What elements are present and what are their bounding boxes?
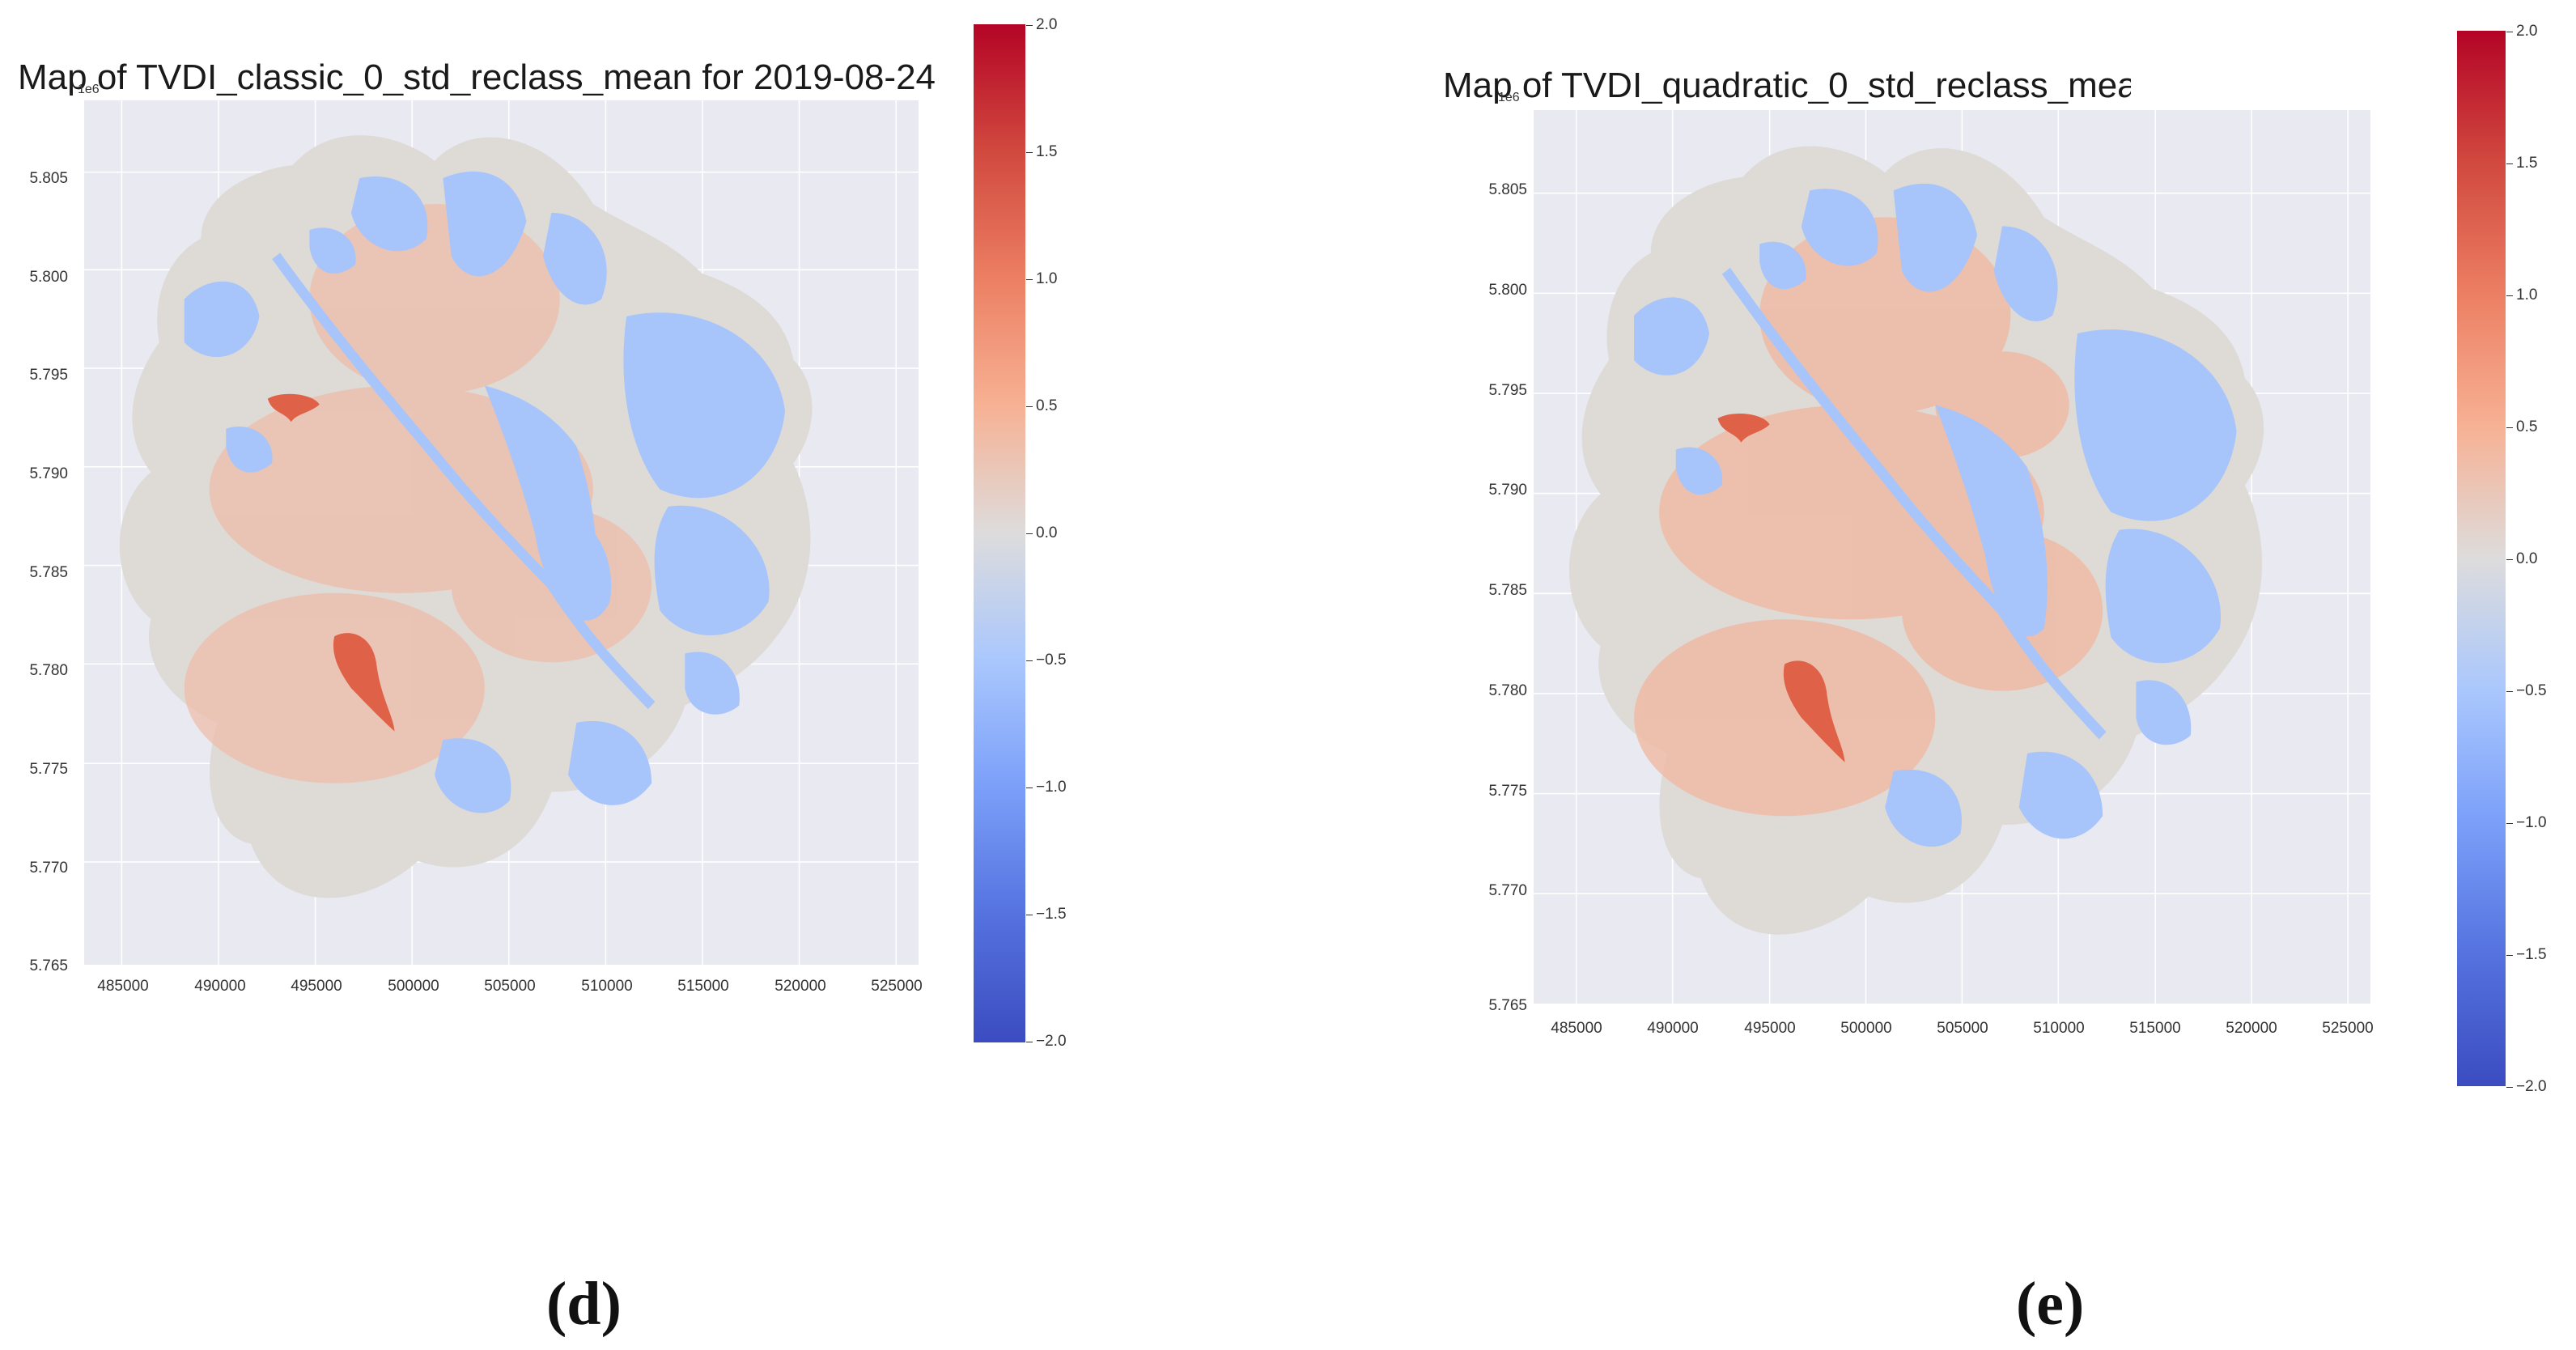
colorbar-tick-label: 1.5 (2506, 155, 2538, 172)
map-panel-e: Map of TVDI_quadratic_0_std_reclass_mean… (1288, 0, 2575, 1350)
x-tick-label: 525000 (2322, 1020, 2374, 1037)
colorbar-tick-label: 0.5 (2506, 418, 2538, 435)
y-tick-label: 5.795 (29, 367, 68, 384)
colorbar-gradient (2457, 31, 2506, 1086)
colorbar-tick-label: −2.0 (1026, 1033, 1067, 1050)
x-tick-label: 520000 (774, 978, 826, 995)
y-tick-label: 5.780 (1488, 682, 1527, 699)
map-title: Map of TVDI_classic_0_std_reclass_mean f… (18, 60, 936, 96)
x-tick-label: 495000 (291, 978, 342, 995)
y-tick-label: 5.795 (1488, 382, 1527, 399)
hot-zones (1717, 413, 1845, 762)
panel-label: (e) (2016, 1270, 2085, 1338)
x-tick-label: 500000 (1840, 1020, 1892, 1037)
y-tick-label: 5.765 (29, 957, 68, 974)
colorbar-tick-label: 1.0 (1025, 270, 1058, 287)
y-tick-label: 5.770 (1488, 882, 1527, 899)
colorbar-tick-label: −1.0 (2506, 814, 2547, 831)
y-tick-label: 5.780 (29, 662, 68, 679)
x-tick-label: 505000 (484, 978, 536, 995)
y-tick-label: 5.800 (29, 269, 68, 286)
panel-label: (d) (546, 1270, 622, 1338)
x-tick-label: 515000 (2129, 1020, 2181, 1037)
x-tick-label: 520000 (2226, 1020, 2277, 1037)
colorbar-tick-label: −1.5 (1026, 906, 1067, 923)
x-tick-label: 485000 (1551, 1020, 1602, 1037)
y-axis-exponent: 1e6 (78, 83, 100, 96)
x-tick-label: 490000 (194, 978, 246, 995)
colorbar-gradient (974, 24, 1025, 1042)
colorbar-tick-label: 1.5 (1025, 143, 1058, 160)
colorbar-tick-label: 0.0 (1025, 524, 1058, 541)
colorbar-tick-label: −0.5 (2506, 682, 2547, 699)
x-tick-label: 510000 (2033, 1020, 2085, 1037)
colorbar-tick-label: −1.0 (1026, 779, 1067, 796)
map-plot-area (84, 100, 919, 965)
colorbar-tick-label: 2.0 (1025, 16, 1058, 33)
map-graphic (1534, 110, 2370, 1004)
colorbar (974, 24, 1025, 1042)
hot-zones (267, 393, 395, 732)
wet-zones (1634, 183, 2237, 847)
y-tick-label: 5.800 (1488, 282, 1527, 299)
y-tick-label: 5.775 (1488, 783, 1527, 800)
y-tick-label: 5.770 (29, 860, 68, 877)
x-tick-label: 505000 (1937, 1020, 1988, 1037)
colorbar-tick-label: 1.0 (2506, 287, 2538, 304)
y-tick-label: 5.775 (29, 761, 68, 778)
colorbar-tick-label: 0.5 (1025, 397, 1058, 414)
x-tick-label: 490000 (1647, 1020, 1699, 1037)
map-plot-area (1534, 110, 2370, 1004)
x-tick-label: 510000 (581, 978, 633, 995)
map-graphic (84, 100, 919, 965)
y-tick-label: 5.805 (1488, 181, 1527, 198)
x-tick-label: 525000 (871, 978, 923, 995)
y-tick-label: 5.785 (29, 564, 68, 581)
colorbar-tick-label: −2.0 (2506, 1078, 2547, 1095)
x-tick-label: 485000 (97, 978, 149, 995)
y-tick-label: 5.765 (1488, 997, 1527, 1014)
river (272, 253, 656, 710)
colorbar-tick-label: −0.5 (1026, 652, 1067, 669)
map-panel-d: Map of TVDI_classic_0_std_reclass_mean f… (18, 16, 1067, 1338)
map-title: Map of TVDI_quadratic_0_std_reclass_mean… (1443, 68, 2131, 104)
y-tick-label: 5.785 (1488, 582, 1527, 599)
colorbar (2457, 31, 2506, 1086)
y-tick-label: 5.790 (29, 465, 68, 482)
x-tick-label: 515000 (677, 978, 729, 995)
colorbar-tick-label: −1.5 (2506, 946, 2547, 963)
wet-zones (184, 171, 786, 813)
colorbar-tick-label: 2.0 (2506, 23, 2538, 40)
x-tick-label: 495000 (1744, 1020, 1796, 1037)
y-tick-label: 5.805 (29, 170, 68, 187)
colorbar-tick-label: 0.0 (2506, 550, 2538, 567)
y-axis-exponent: 1e6 (1498, 91, 1520, 104)
y-tick-label: 5.790 (1488, 482, 1527, 499)
river (1721, 267, 2107, 740)
x-tick-label: 500000 (388, 978, 439, 995)
